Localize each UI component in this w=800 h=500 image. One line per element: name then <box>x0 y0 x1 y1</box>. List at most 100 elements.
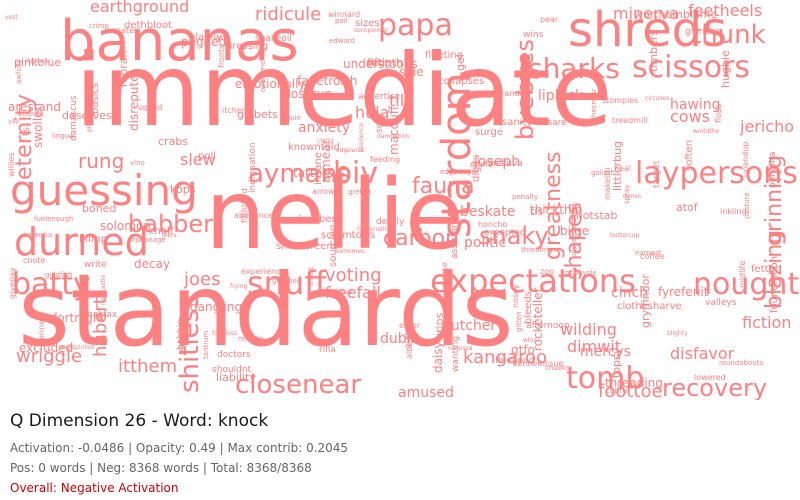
cloud-word: batty <box>12 267 91 302</box>
cloud-word: joes <box>183 269 220 290</box>
cloud-word: vino <box>130 159 145 167</box>
cloud-word: gretna <box>348 188 371 196</box>
cloud-word: anxiety <box>298 120 350 136</box>
cloud-word: glorious <box>685 27 721 37</box>
cloud-word: deserves <box>62 109 112 122</box>
cloud-word: tatters <box>293 166 333 180</box>
cloud-word: disuse <box>440 262 449 288</box>
dimension-title: Q Dimension 26 - Word: knock <box>10 411 269 431</box>
cloud-word: shotstab <box>570 209 618 222</box>
cloud-word: nought <box>693 267 799 302</box>
cloud-word: pajamas <box>177 316 187 355</box>
cloud-word: ridicule <box>255 4 321 25</box>
cloud-word: upandup <box>741 142 750 177</box>
cloud-word: bobbysle <box>565 269 597 277</box>
cloud-word: poll <box>198 151 216 162</box>
cloud-word: guessing <box>10 166 198 215</box>
cloud-word: potentia <box>23 231 52 239</box>
cloud-word: treadmill <box>612 116 648 125</box>
cloud-word: kenneltissue <box>513 359 563 368</box>
cloud-word: standards <box>18 252 514 369</box>
cloud-word: slew <box>180 150 216 169</box>
cloud-word: pear <box>540 15 559 24</box>
cloud-word: whiz <box>523 337 537 344</box>
cloud-word: leisure <box>332 289 352 296</box>
cloud-word: givepay <box>8 267 17 299</box>
cloud-word: snaky <box>479 222 549 250</box>
cloud-word: sizes <box>355 18 380 29</box>
cloud-word: hubert <box>90 297 111 357</box>
cloud-word: nixon <box>323 170 345 179</box>
cloud-word: fauna <box>412 174 475 199</box>
cloud-word: thickthin <box>530 203 582 217</box>
cloud-word: threading <box>605 376 663 390</box>
cloud-word: voting <box>325 265 382 286</box>
cloud-word: thunk <box>691 20 766 50</box>
cloud-word: worthemblame <box>634 8 718 21</box>
cloud-word: target <box>652 160 662 188</box>
cloud-word: dangling <box>190 300 242 314</box>
cloud-word: minerva <box>613 4 679 23</box>
cloud-word: jeff <box>215 35 226 42</box>
cloud-word: tiddlers <box>567 93 597 102</box>
cloud-word: basics <box>90 83 101 114</box>
cloud-word: damascus <box>69 95 79 141</box>
activation-stats: Activation: -0.0486 | Opacity: 0.49 | Ma… <box>10 441 349 455</box>
cloud-word: fyrefenit <box>658 285 709 299</box>
cloud-word: decay <box>134 257 170 271</box>
cloud-word: hughie <box>719 50 732 88</box>
cloud-word: damnation <box>377 133 410 140</box>
cloud-word: halifax <box>87 310 118 320</box>
cloud-word: beskate <box>460 204 515 220</box>
cloud-word: gel <box>454 54 467 71</box>
cloud-word: hula <box>355 103 390 122</box>
cloud-word: scramtows <box>321 230 375 241</box>
cloud-word: eternity <box>12 94 37 180</box>
cloud-word: mole <box>464 168 479 175</box>
cloud-word: dearly <box>376 217 405 227</box>
cloud-word: bilge <box>560 224 589 238</box>
cloud-word: awfully <box>15 59 23 84</box>
cloud-word: inkling <box>720 207 747 216</box>
cloud-word: experience <box>241 267 285 276</box>
cloud-word: dubia <box>380 331 419 347</box>
cloud-word: crimp <box>89 22 109 30</box>
cloud-word: tis <box>530 205 543 218</box>
cloud-word: worldthe <box>693 128 720 135</box>
cloud-word: faithless <box>212 330 237 337</box>
cloud-word: dressing <box>226 41 268 52</box>
cloud-word: pith <box>86 120 93 132</box>
cloud-word: ashecmuir <box>590 88 598 125</box>
cloud-word: isare <box>545 118 567 128</box>
cloud-word: mercys <box>580 344 631 360</box>
cloud-word: gryffindor <box>639 274 652 328</box>
cloud-word: liability <box>216 371 256 384</box>
cloud-word: wriggle <box>16 346 82 367</box>
cloud-word: unpleasantness <box>570 203 578 258</box>
cloud-word: goliath <box>591 169 615 177</box>
cloud-word: sourcing <box>328 224 339 267</box>
word-cloud: fetter afternoon chaff blighty louie nixon ind… <box>5 0 800 400</box>
cloud-word: atmear <box>319 140 333 183</box>
cloud-word: bleeds <box>523 291 534 324</box>
cloud-word: recovery <box>662 374 767 400</box>
cloud-word: aymans <box>248 159 351 189</box>
cloud-word: blighty <box>667 330 688 337</box>
cloud-word: louie <box>284 114 301 122</box>
cloud-word: solomon <box>100 219 151 233</box>
cloud-word: earnest <box>635 249 662 257</box>
cloud-word: wanting <box>451 336 461 372</box>
cloud-word: snuff <box>247 264 327 302</box>
cloud-word: valleys <box>705 298 737 308</box>
cloud-word: closenear <box>235 370 361 400</box>
cloud-word: politic <box>464 235 506 251</box>
cloud-word: rung <box>78 149 124 173</box>
cloud-word: smithereens <box>276 241 338 252</box>
cloud-word: cinch <box>611 285 648 301</box>
cloud-word: wellspirited <box>60 344 95 351</box>
cloud-word: earthground <box>90 0 189 16</box>
cloud-word: macduff <box>387 105 401 155</box>
cloud-word: immediate <box>75 32 612 149</box>
cloud-word: daisy <box>431 341 445 373</box>
cloud-word: jericho <box>739 117 794 136</box>
